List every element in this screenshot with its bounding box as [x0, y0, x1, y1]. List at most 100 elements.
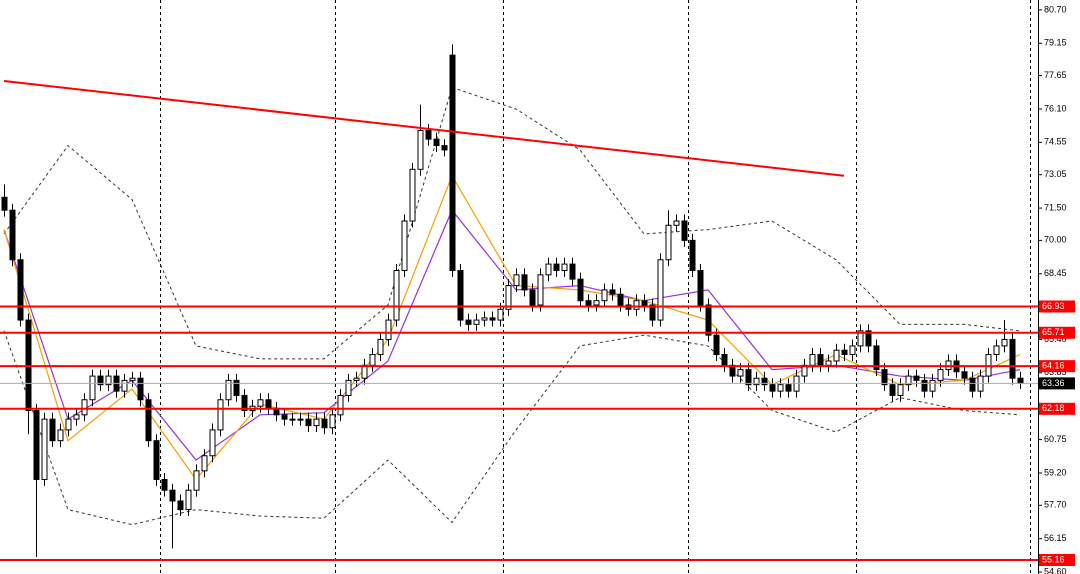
candle-body [913, 375, 920, 381]
candle-body [569, 263, 576, 280]
candle-body [593, 300, 600, 306]
y-tick-label: 68.45 [1044, 268, 1067, 278]
y-tick-label: 80.70 [1044, 4, 1067, 14]
candle-body [649, 304, 656, 321]
candle-body [857, 330, 864, 347]
candle-body [465, 319, 472, 325]
candle-body [489, 317, 496, 321]
candle-body [209, 429, 216, 457]
candle-body [1017, 377, 1024, 384]
candle-body [1001, 338, 1008, 347]
candle-body [201, 455, 208, 472]
candle-body [337, 394, 344, 416]
candle-body [377, 338, 384, 356]
candle-body [169, 489, 176, 502]
candle-body [825, 360, 832, 366]
candle-body [137, 377, 144, 401]
candle-body [409, 168, 416, 222]
candle-body [241, 394, 248, 412]
candle-body [473, 319, 480, 325]
candle-body [689, 239, 696, 272]
candle-body [361, 364, 368, 379]
period-separators [160, 0, 1031, 574]
candle-body [769, 384, 776, 392]
candle-body [865, 330, 872, 347]
candle-body [89, 375, 96, 401]
candle-body [889, 384, 896, 396]
candle-body [929, 379, 936, 392]
candle-body [969, 377, 976, 392]
candle-body [961, 371, 968, 379]
candle-body [281, 414, 288, 420]
candle-body [897, 384, 904, 396]
candle-body [617, 293, 624, 306]
y-tick-label: 54.60 [1044, 566, 1067, 574]
y-tick-label: 71.50 [1044, 202, 1067, 212]
candle-body [49, 418, 56, 442]
level-label: 64.16 [1042, 361, 1065, 371]
candle-body [417, 130, 424, 170]
candle-body [57, 429, 64, 442]
candle-body [313, 418, 320, 427]
candle-body [737, 369, 744, 377]
candle-body [697, 270, 704, 306]
candle-body [833, 349, 840, 362]
candle-body [33, 410, 40, 480]
candle-body [665, 224, 672, 261]
indicator-line [3, 174, 1021, 481]
level-label: 65.71 [1042, 327, 1065, 337]
candle-body [993, 345, 1000, 356]
candle-body [761, 377, 768, 386]
y-tick-label: 56.15 [1044, 533, 1067, 543]
candle-body [537, 274, 544, 306]
candle-body [185, 489, 192, 511]
level-label-bg [1039, 360, 1075, 373]
y-tick-label: 70.00 [1044, 235, 1067, 245]
candle-body [601, 289, 608, 302]
y-tick-label: 79.15 [1044, 38, 1067, 48]
candle-body [457, 270, 464, 321]
candle-body [329, 414, 336, 429]
candle-body [345, 379, 352, 396]
candle-body [841, 349, 848, 356]
bid-label-bg [1039, 377, 1075, 390]
candle-body [545, 263, 552, 276]
candle-body [41, 418, 48, 480]
candle-body [225, 379, 232, 401]
candle-body [121, 379, 128, 392]
candle-body [449, 54, 456, 272]
candle-body [401, 220, 408, 272]
level-label-bg [1039, 300, 1075, 313]
candle-body [17, 259, 24, 321]
indicator-line [3, 330, 1021, 526]
candle-body [921, 379, 928, 392]
candle-body [849, 345, 856, 356]
candle-body [81, 399, 88, 416]
candle-body [1009, 338, 1016, 379]
candle-body [145, 399, 152, 442]
level-label: 62.18 [1042, 403, 1065, 413]
candle-body [73, 414, 80, 420]
candle-body [297, 418, 304, 421]
candle-body [585, 300, 592, 306]
y-tick-label: 77.65 [1044, 70, 1067, 80]
candle-body [9, 209, 16, 261]
candle-body [97, 375, 104, 386]
candle-body [265, 399, 272, 409]
y-tick-label: 59.20 [1044, 467, 1067, 477]
level-label-bg [1039, 326, 1075, 339]
candle-body [553, 263, 560, 272]
candle-body [433, 138, 440, 147]
candle-body [785, 384, 792, 392]
candle-body [777, 384, 784, 392]
candle-body [441, 145, 448, 151]
y-tick-label: 74.55 [1044, 137, 1067, 147]
candle-body [609, 289, 616, 295]
level-label: 55.16 [1042, 554, 1065, 564]
candle-body [177, 500, 184, 511]
candle-body [393, 270, 400, 321]
candle-body [289, 418, 296, 421]
candle-body [561, 263, 568, 272]
candle-body [577, 278, 584, 302]
candle-body [193, 470, 200, 491]
